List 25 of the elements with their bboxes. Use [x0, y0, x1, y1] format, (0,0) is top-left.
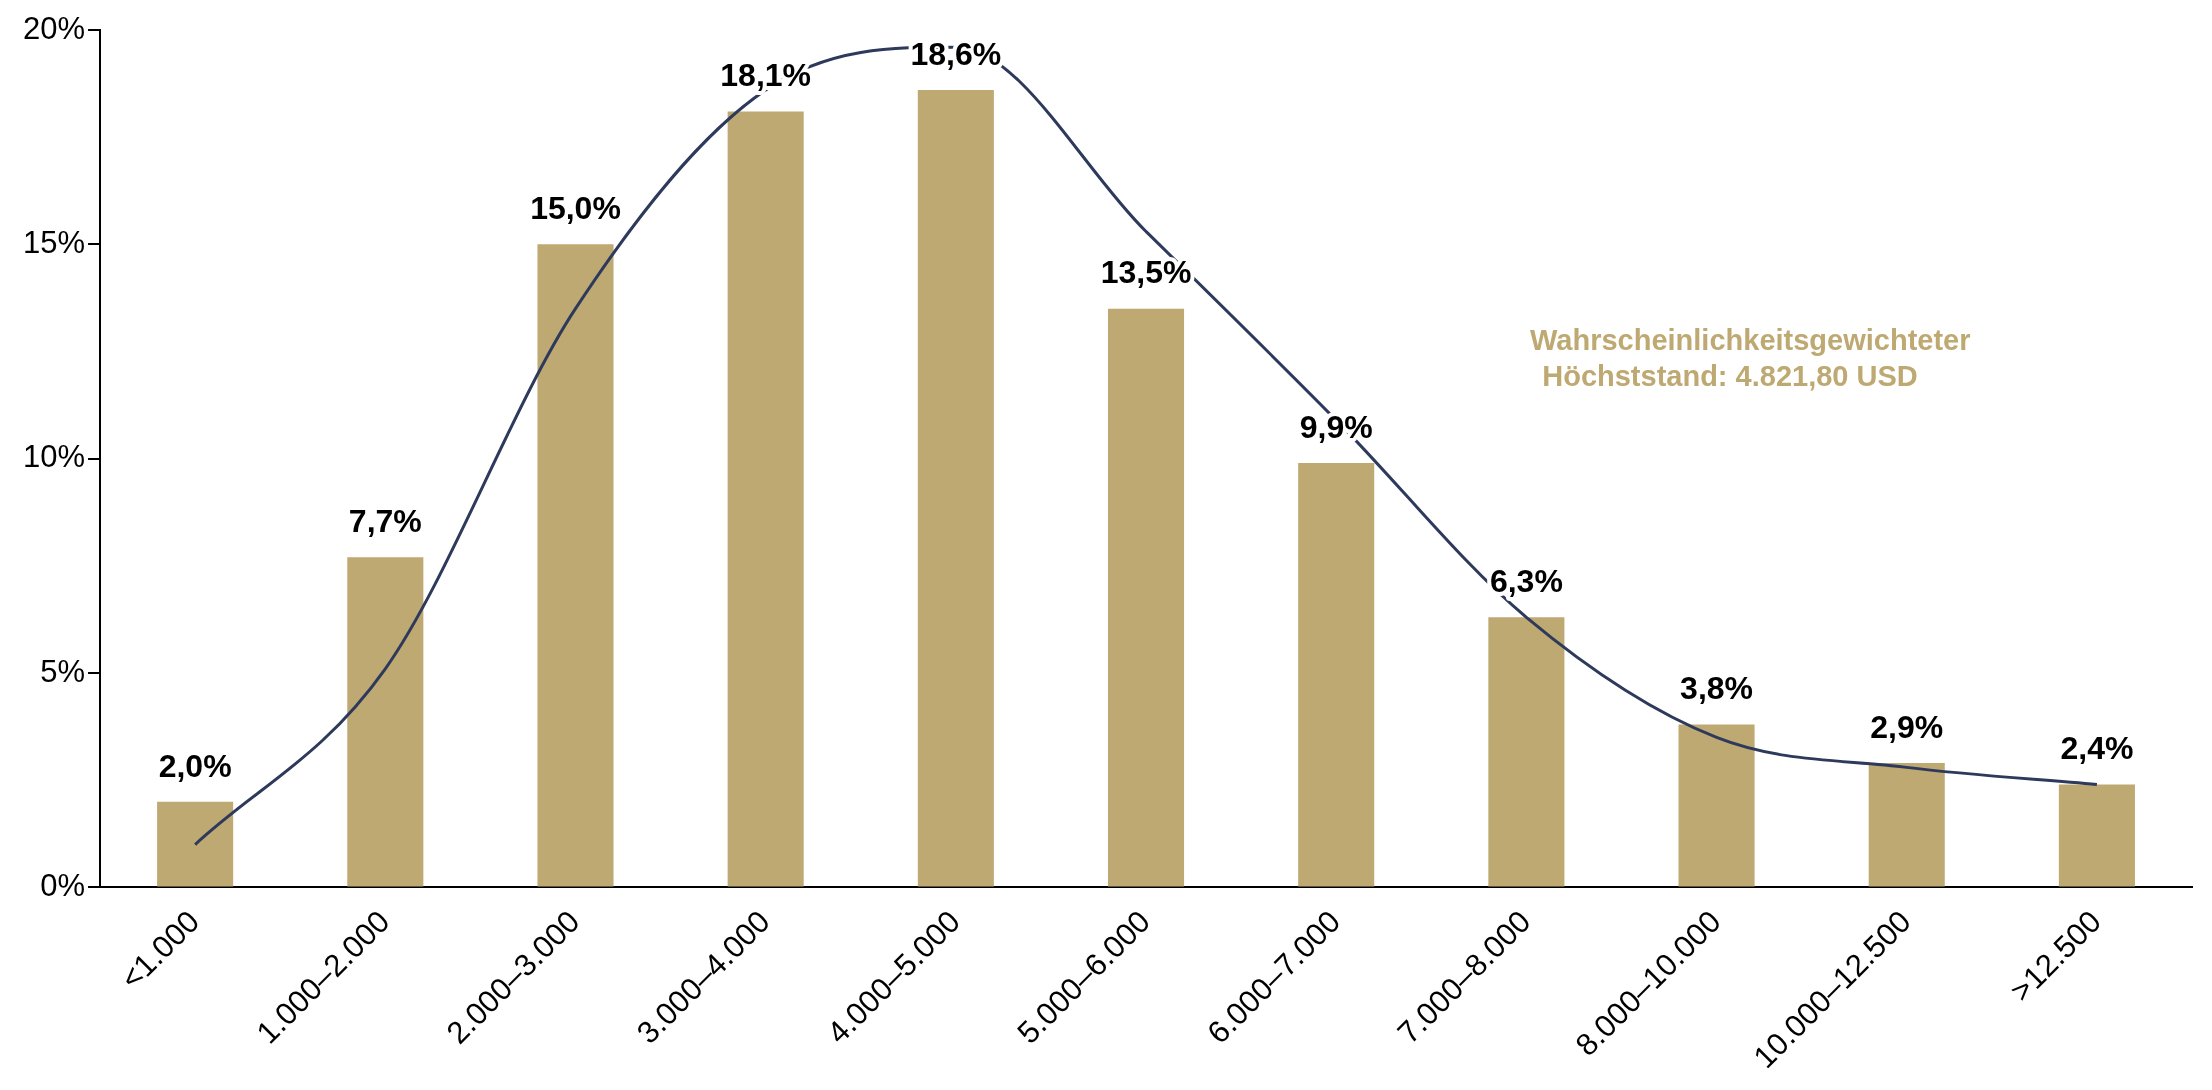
y-tick-label: 15% [23, 224, 86, 260]
annotation: Wahrscheinlichkeitsgewichteter Höchststand: 4.821,80 USD [1530, 323, 1971, 394]
bar [1868, 763, 1945, 887]
data-label: 6,3% [1489, 563, 1563, 600]
bar [2058, 784, 2135, 887]
y-tick-label: 20% [23, 10, 86, 46]
bar [1107, 308, 1185, 887]
data-label: 2,9% [1870, 708, 1944, 745]
bar [727, 111, 804, 887]
data-label: 13,5% [1100, 254, 1192, 291]
y-tick-label: 10% [23, 439, 86, 475]
bar [917, 90, 994, 887]
bar [347, 557, 424, 887]
bar [157, 801, 234, 887]
data-label: 15,0% [530, 190, 621, 227]
data-label: 3,8% [1680, 670, 1754, 707]
y-tick-label: 0% [40, 867, 86, 903]
bar [1678, 724, 1755, 887]
bar [1488, 617, 1565, 887]
data-label: 2,4% [2060, 730, 2134, 767]
data-label: 7,7% [348, 503, 422, 540]
y-tick-label: 5% [40, 653, 86, 689]
bar [1298, 462, 1375, 887]
data-label: 2,0% [158, 747, 232, 784]
bar [537, 244, 614, 887]
